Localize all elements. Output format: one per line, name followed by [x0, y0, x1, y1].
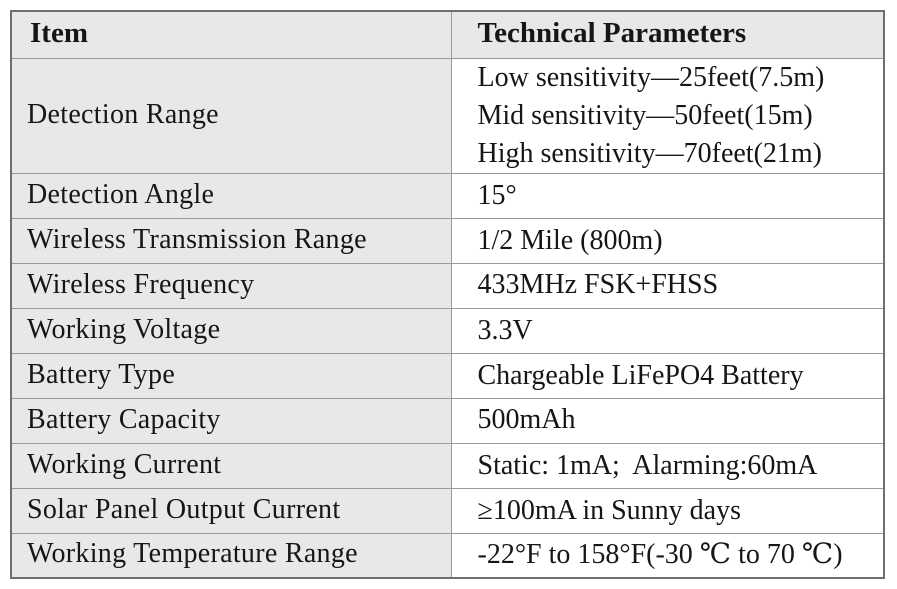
table-row-working-voltage: Working Voltage 3.3V	[10, 307, 885, 354]
technical-parameters-table: Item Technical Parameters Detection Rang…	[10, 10, 885, 579]
item-cell: Wireless Frequency	[10, 262, 452, 309]
header-row: Item Technical Parameters	[10, 10, 885, 59]
item-cell: Battery Capacity	[10, 397, 452, 444]
table-row-battery-capacity: Battery Capacity 500mAh	[10, 397, 885, 444]
value-cell: -22°F to 158°F(-30 ℃ to 70 ℃)	[450, 532, 885, 579]
column-header-item: Item	[10, 10, 452, 59]
value-cell: 1/2 Mile (800m)	[450, 217, 885, 264]
item-cell: Battery Type	[10, 352, 452, 399]
value-cell: 15°	[450, 172, 885, 219]
value-cell: 500mAh	[450, 397, 885, 444]
table-row-detection-angle: Detection Angle 15°	[10, 172, 885, 219]
item-cell: Detection Angle	[10, 172, 452, 219]
value-cell: Chargeable LiFePO4 Battery	[450, 352, 885, 399]
value-cell: ≥100mA in Sunny days	[450, 487, 885, 534]
item-cell: Working Current	[10, 442, 452, 489]
value-cell: 433MHz FSK+FHSS	[450, 262, 885, 309]
column-header-parameters: Technical Parameters	[450, 10, 885, 59]
table-row-wireless-frequency: Wireless Frequency 433MHz FSK+FHSS	[10, 262, 885, 309]
table-row-working-current: Working Current Static: 1mA; Alarming:60…	[10, 442, 885, 489]
item-cell: Wireless Transmission Range	[10, 217, 452, 264]
table-row-wireless-transmission-range: Wireless Transmission Range 1/2 Mile (80…	[10, 217, 885, 264]
item-cell: Solar Panel Output Current	[10, 487, 452, 534]
item-cell: Detection Range	[10, 57, 452, 174]
item-cell: Working Temperature Range	[10, 532, 452, 579]
value-cell: Low sensitivity—25feet(7.5m) Mid sensiti…	[450, 57, 885, 174]
table-row-battery-type: Battery Type Chargeable LiFePO4 Battery	[10, 352, 885, 399]
value-cell: Static: 1mA; Alarming:60mA	[450, 442, 885, 489]
value-cell: 3.3V	[450, 307, 885, 354]
table-row-working-temperature-range: Working Temperature Range -22°F to 158°F…	[10, 532, 885, 579]
table-row-detection-range: Detection Range Low sensitivity—25feet(7…	[10, 57, 885, 174]
item-cell: Working Voltage	[10, 307, 452, 354]
table-row-solar-panel-output-current: Solar Panel Output Current ≥100mA in Sun…	[10, 487, 885, 534]
